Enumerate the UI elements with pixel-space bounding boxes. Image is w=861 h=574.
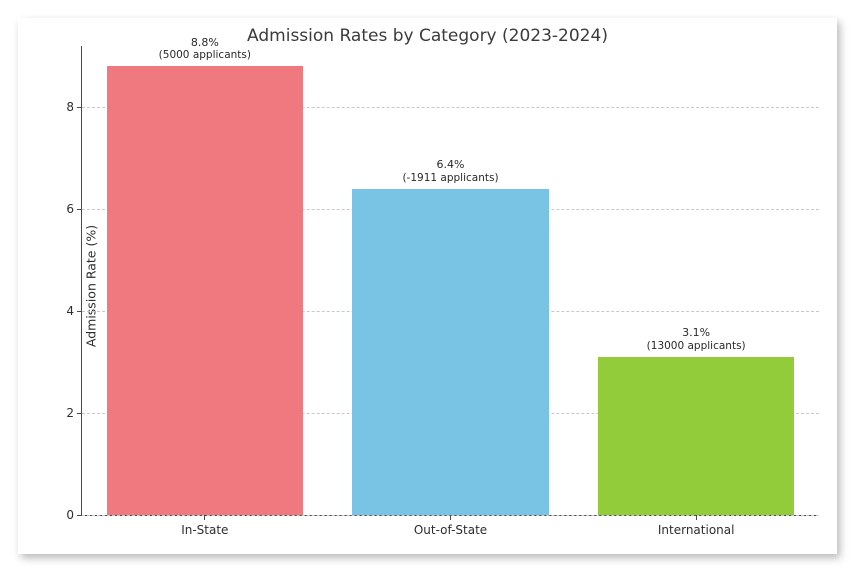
chart-frame: Admission Rates by Category (2023-2024) … [0, 0, 861, 574]
x-tick-label: International [658, 515, 735, 537]
bar [107, 66, 304, 515]
y-tick-label: 4 [66, 304, 82, 318]
bar-annotation: 8.8%(5000 applicants) [159, 36, 251, 63]
chart-title: Admission Rates by Category (2023-2024) [18, 26, 837, 46]
y-tick-label: 6 [66, 202, 82, 216]
bar [352, 189, 549, 515]
y-tick-label: 0 [66, 508, 82, 522]
chart-card: Admission Rates by Category (2023-2024) … [18, 18, 837, 554]
bar-annotation-sub: (5000 applicants) [159, 49, 251, 62]
plot-area: 02468In-State8.8%(5000 applicants)Out-of… [81, 46, 819, 516]
bar-annotation-pct: 3.1% [647, 326, 746, 340]
x-tick-label: In-State [181, 515, 228, 537]
bar-annotation: 6.4%(-1911 applicants) [402, 158, 498, 185]
y-tick-label: 8 [66, 100, 82, 114]
bar-annotation: 3.1%(13000 applicants) [647, 326, 746, 353]
y-tick-label: 2 [66, 406, 82, 420]
bar-annotation-pct: 8.8% [159, 36, 251, 50]
bar-annotation-sub: (13000 applicants) [647, 340, 746, 353]
bar-annotation-sub: (-1911 applicants) [402, 172, 498, 185]
bar [598, 357, 795, 515]
x-tick-label: Out-of-State [414, 515, 487, 537]
bar-annotation-pct: 6.4% [402, 158, 498, 172]
